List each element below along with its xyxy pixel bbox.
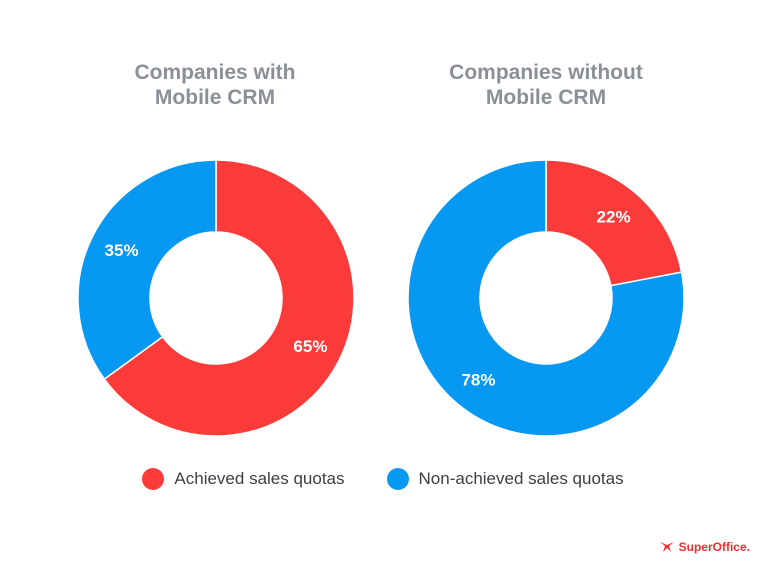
legend-swatch-achieved: [142, 468, 165, 490]
donut-0-label-0: 65%: [293, 337, 327, 356]
chart-title-without-mobile-crm: Companies without Mobile CRM: [449, 61, 643, 109]
superoffice-logo: SuperOffice.: [659, 540, 750, 554]
legend-label-non-achieved: Non-achieved sales quotas: [418, 469, 624, 488]
donut-1-slice-1: [407, 159, 685, 437]
chart-title-with-mobile-crm: Companies with Mobile CRM: [134, 61, 296, 109]
donut-1-label-1: 78%: [461, 371, 495, 390]
donut-0-slice-1: [77, 159, 217, 381]
donut-0-slice-0: [103, 159, 355, 437]
donut-1-label-0: 22%: [597, 207, 631, 226]
legend-item-non-achieved: Non-achieved sales quotas: [386, 468, 624, 490]
brand-name: SuperOffice.: [678, 540, 750, 554]
superoffice-bird-icon: [659, 542, 674, 552]
legend: Achieved sales quotas Non-achieved sales…: [0, 468, 766, 490]
donut-0-label-1: 35%: [105, 241, 139, 260]
legend-item-achieved: Achieved sales quotas: [142, 468, 345, 490]
legend-label-achieved: Achieved sales quotas: [174, 469, 345, 488]
legend-swatch-non-achieved: [386, 468, 409, 490]
donut-1-slice-0: [545, 159, 683, 287]
